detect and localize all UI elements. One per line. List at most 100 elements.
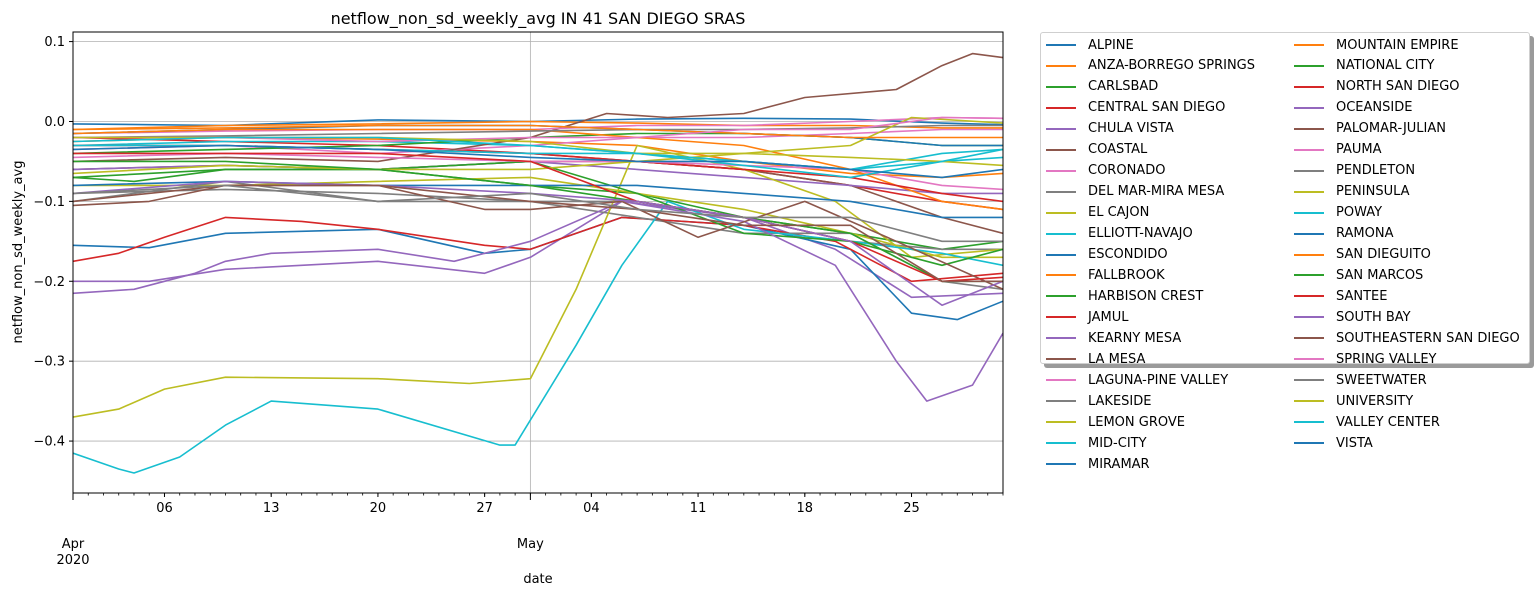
legend-entry: CENTRAL SAN DIEGO	[1046, 98, 1225, 118]
x-major-tick-label: May	[517, 537, 544, 552]
legend-label: PENDLETON	[1336, 163, 1416, 179]
legend-label: SPRING VALLEY	[1336, 351, 1437, 367]
legend-entry: NATIONAL CITY	[1294, 56, 1434, 76]
legend-swatch	[1294, 106, 1324, 109]
legend-swatch	[1294, 442, 1324, 445]
series-line-spring-valley	[73, 116, 1003, 143]
legend-entry: PAUMA	[1294, 140, 1382, 160]
legend-entry: OCEANSIDE	[1294, 98, 1412, 118]
legend-entry: ALPINE	[1046, 35, 1134, 55]
legend-swatch	[1046, 85, 1076, 88]
series-line-sweetwater	[73, 184, 1003, 243]
legend-label: LAGUNA-PINE VALLEY	[1088, 372, 1229, 388]
legend-entry: SWEETWATER	[1294, 370, 1427, 390]
legend-swatch	[1294, 400, 1324, 403]
y-tick-label: −0.3	[33, 355, 65, 370]
legend-swatch	[1046, 106, 1076, 109]
plot-frame	[72, 31, 1004, 494]
legend-label: VALLEY CENTER	[1336, 414, 1440, 430]
series-line-san-dieguito	[73, 124, 1003, 139]
legend-swatch	[1046, 64, 1076, 67]
legend-label: UNIVERSITY	[1336, 393, 1414, 409]
series-line-mid-city	[73, 200, 1003, 474]
legend-entry: ELLIOTT-NAVAJO	[1046, 224, 1193, 244]
legend-swatch	[1294, 337, 1324, 340]
x-tick-label: 06	[156, 501, 173, 516]
legend-entry: MOUNTAIN EMPIRE	[1294, 35, 1459, 55]
legend-label: SAN MARCOS	[1336, 267, 1424, 283]
legend-entry: LA MESA	[1046, 349, 1145, 369]
x-tick-label: 11	[690, 501, 707, 516]
legend-label: OCEANSIDE	[1336, 100, 1413, 116]
legend-entry: SPRING VALLEY	[1294, 349, 1436, 369]
legend-swatch	[1294, 85, 1324, 88]
legend-label: SAN DIEGUITO	[1336, 247, 1431, 262]
legend-swatch	[1046, 358, 1076, 361]
legend-label: COASTAL	[1088, 142, 1148, 158]
legend-swatch	[1046, 442, 1076, 445]
legend-label: LEMON GROVE	[1088, 414, 1185, 430]
legend-entry: HARBISON CREST	[1046, 286, 1203, 306]
x-tick-label: 18	[797, 501, 814, 516]
legend-swatch	[1294, 64, 1324, 67]
y-tick-label: −0.2	[33, 275, 65, 290]
legend-swatch	[1294, 358, 1324, 361]
legend-entry: MIRAMAR	[1046, 454, 1150, 474]
axis-layer: 0.1 0.0 −0.1 −0.2 −0.3 −0.4 06 13 20 27 04 11 18 25 Ap…	[33, 35, 1004, 568]
legend-label: LA MESA	[1088, 351, 1146, 367]
legend-swatch	[1294, 379, 1324, 382]
legend-swatch	[1294, 190, 1324, 193]
legend-entry: SOUTHEASTERN SAN DIEGO	[1294, 328, 1520, 348]
legend-swatch	[1294, 316, 1324, 319]
series-line-jamul	[73, 216, 1003, 283]
legend-label: SOUTHEASTERN SAN DIEGO	[1336, 330, 1520, 346]
x-axis-label: date	[523, 572, 552, 587]
legend-swatch	[1046, 253, 1076, 256]
legend-swatch	[1046, 337, 1076, 340]
series-layer	[73, 52, 1003, 474]
series-line-la-mesa	[73, 52, 1003, 163]
series-line-valley-center	[73, 136, 1003, 179]
legend-swatch	[1294, 148, 1324, 151]
x-tick-label: 25	[903, 501, 920, 516]
y-tick-label: 0.0	[44, 115, 65, 130]
y-tick-label: 0.1	[44, 35, 65, 50]
legend-entry: RAMONA	[1294, 224, 1393, 244]
legend-swatch	[1046, 211, 1076, 214]
legend-label: SWEETWATER	[1336, 372, 1427, 388]
legend-entry: KEARNY MESA	[1046, 328, 1181, 348]
x-tick-label: 04	[583, 501, 600, 516]
legend-label: MID-CITY	[1088, 435, 1147, 451]
legend-label: ANZA-BORREGO SPRINGS	[1088, 58, 1256, 74]
legend-label: VISTA	[1336, 435, 1373, 451]
legend-swatch	[1046, 421, 1076, 424]
legend-entry: POWAY	[1294, 203, 1382, 223]
legend-label: DEL MAR-MIRA MESA	[1088, 184, 1225, 200]
legend-swatch	[1046, 232, 1076, 235]
legend-entry: EL CAJON	[1046, 203, 1149, 223]
legend-label: PAUMA	[1336, 142, 1382, 158]
legend-swatch	[1046, 190, 1076, 193]
legend-label: NORTH SAN DIEGO	[1336, 79, 1460, 95]
legend-label: CORONADO	[1088, 163, 1166, 179]
legend-label: ALPINE	[1088, 37, 1134, 53]
legend-swatch	[1046, 148, 1076, 151]
legend-entry: COASTAL	[1046, 140, 1147, 160]
legend-entry: FALLBROOK	[1046, 265, 1165, 285]
legend-label: KEARNY MESA	[1088, 330, 1182, 346]
legend-entry: PALOMAR-JULIAN	[1294, 119, 1446, 139]
y-tick-label: −0.4	[33, 435, 65, 450]
legend-entry: ANZA-BORREGO SPRINGS	[1046, 56, 1255, 76]
legend-swatch	[1046, 169, 1076, 172]
series-line-laguna-pine-valley	[73, 116, 1003, 135]
legend-swatch	[1294, 232, 1324, 235]
legend-swatch	[1046, 295, 1076, 298]
series-line-vista	[73, 144, 1003, 179]
legend-entry: SAN MARCOS	[1294, 265, 1423, 285]
legend-entry: MID-CITY	[1046, 433, 1147, 453]
legend-label: MIRAMAR	[1088, 456, 1150, 472]
legend-swatch	[1046, 463, 1076, 465]
legend-label: LAKESIDE	[1088, 393, 1152, 409]
legend-swatch	[1046, 316, 1076, 319]
